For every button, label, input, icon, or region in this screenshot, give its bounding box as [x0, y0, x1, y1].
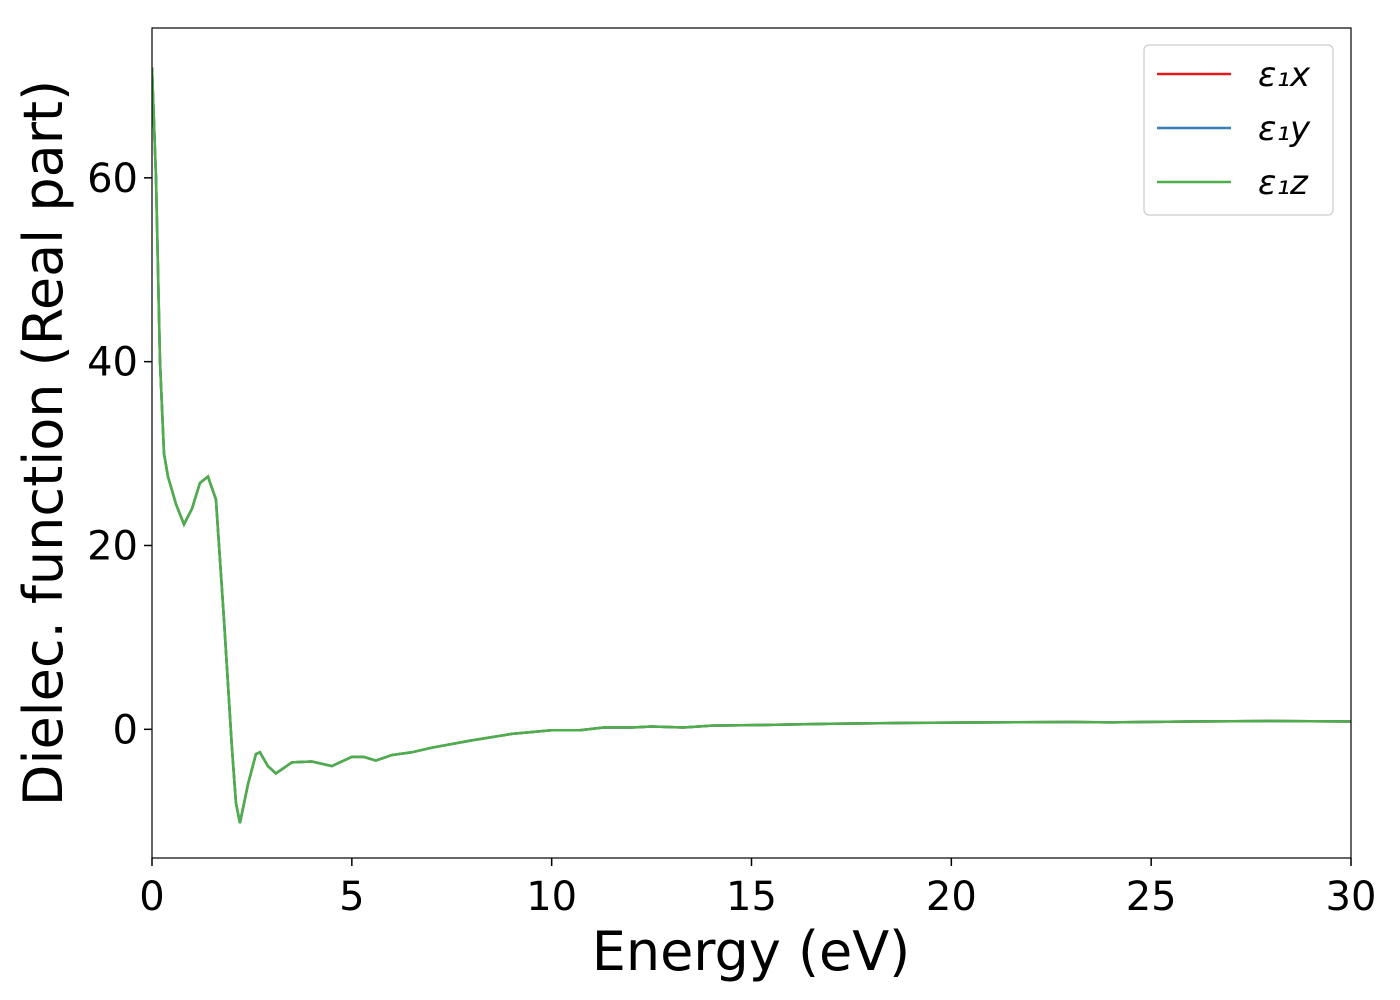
- x-tick-label: 5: [339, 874, 364, 920]
- y-tick-label: 60: [87, 156, 138, 202]
- x-tick-label: 15: [726, 874, 777, 920]
- x-tick-label: 30: [1326, 874, 1377, 920]
- y-tick-label: 20: [87, 523, 138, 569]
- y-tick-label: 0: [113, 707, 138, 753]
- data-line: [152, 67, 1351, 824]
- x-tick-label: 25: [1126, 874, 1177, 920]
- legend-label: ε₁x: [1258, 55, 1311, 95]
- legend-box: [1143, 44, 1334, 216]
- x-axis-label: Energy (eV): [592, 920, 911, 983]
- legend-label: ε₁y: [1258, 109, 1311, 149]
- y-tick-label: 40: [87, 340, 138, 386]
- y-axis-label: Dielec. function (Real part): [12, 80, 75, 806]
- legend-label: ε₁z: [1258, 163, 1309, 203]
- x-tick-label: 10: [526, 874, 577, 920]
- plot-frame: [151, 27, 1352, 859]
- x-tick-label: 0: [139, 874, 164, 920]
- x-tick-label: 20: [926, 874, 977, 920]
